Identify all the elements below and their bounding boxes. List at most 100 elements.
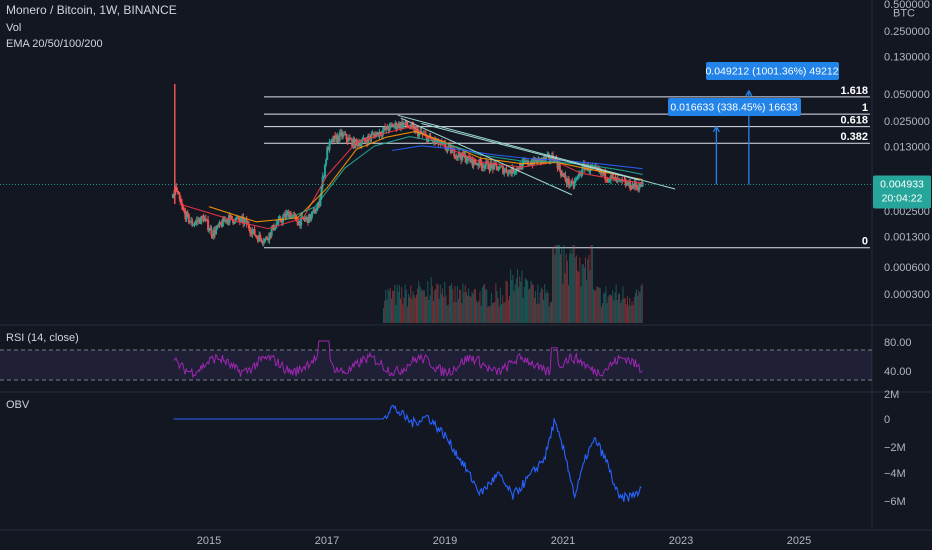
candle-body — [405, 121, 408, 126]
candle-body — [559, 170, 562, 176]
candle-body — [325, 159, 328, 165]
candle-body — [236, 217, 239, 219]
candle-body — [481, 166, 484, 168]
obv-legend[interactable]: OBV — [6, 399, 30, 411]
candle-body — [292, 214, 295, 216]
volume-bar — [390, 298, 392, 323]
candle-body — [454, 156, 457, 158]
candle-body — [359, 143, 362, 147]
candle-body — [382, 127, 385, 131]
candle-body — [458, 152, 461, 157]
volume-bar — [472, 293, 474, 323]
volume-bar — [396, 284, 398, 323]
volume-bar — [616, 300, 618, 323]
candle-body — [272, 225, 275, 230]
candle-body — [389, 124, 392, 126]
candle-body — [549, 159, 552, 161]
candle-body — [507, 170, 510, 175]
candle-body — [622, 180, 625, 182]
candle-body — [229, 215, 232, 217]
candle-body — [387, 129, 390, 131]
volume-bar — [454, 285, 456, 323]
volume-bar — [477, 302, 479, 323]
candle-body — [198, 219, 201, 222]
volume-bar — [383, 307, 385, 323]
candle-body — [420, 131, 423, 134]
volume-bar — [567, 284, 569, 323]
candle-body — [640, 182, 643, 187]
candle-body — [524, 161, 527, 163]
volume-bar — [561, 246, 563, 323]
candle-body — [607, 180, 610, 182]
candle-body — [539, 158, 542, 163]
candle-body — [348, 138, 351, 140]
volume-bar — [404, 284, 406, 323]
candle-body — [338, 132, 341, 141]
volume-bar — [470, 296, 472, 323]
volume-bar — [460, 289, 462, 323]
volume-bar — [557, 245, 559, 323]
candle-body — [616, 177, 619, 180]
projection-label-box — [706, 62, 839, 80]
volume-bar — [398, 285, 400, 323]
candle-body — [477, 164, 480, 166]
fib-level-label: 1.618 — [840, 85, 868, 97]
candle-body — [512, 166, 515, 173]
arrow-head — [712, 125, 720, 133]
candle-body — [336, 135, 339, 142]
candle-body — [381, 130, 384, 136]
candle-body — [226, 218, 229, 222]
time-axis-label: 2017 — [315, 535, 339, 547]
volume-bar — [537, 284, 539, 323]
volume-bar — [426, 296, 428, 323]
volume-bar — [596, 286, 598, 323]
candle-body — [200, 216, 203, 224]
candle-body — [194, 221, 197, 224]
rsi-legend[interactable]: RSI (14, close) — [6, 332, 79, 344]
volume-bar — [430, 276, 432, 323]
volume-bar — [467, 295, 469, 323]
candle-body — [581, 165, 584, 174]
candle-body — [558, 164, 561, 171]
volume-bar — [556, 245, 558, 323]
rsi-tick-label: 40.00 — [884, 366, 912, 378]
trendline — [400, 117, 573, 196]
candle-body — [609, 175, 612, 181]
price-tick-label: 0.130000 — [884, 52, 930, 64]
candle-body — [300, 216, 303, 226]
volume-bar — [604, 292, 606, 323]
candle-body — [630, 188, 633, 190]
candle-body — [478, 159, 481, 166]
symbol-title[interactable]: Monero / Bitcoin, 1W, BINANCE — [6, 3, 177, 17]
price-tick-label: 0.250000 — [884, 26, 930, 38]
candle-body — [327, 147, 330, 151]
candle-body — [326, 147, 329, 160]
volume-bar — [422, 289, 424, 323]
price-tick-label: 0.025000 — [884, 116, 930, 128]
volume-bar — [578, 271, 580, 323]
volume-bar — [439, 284, 441, 323]
volume-bar — [481, 287, 483, 323]
volume-bar — [478, 300, 480, 323]
candle-body — [287, 211, 290, 218]
volume-bar — [393, 290, 395, 323]
candle-body — [371, 133, 374, 135]
trendline — [421, 123, 640, 181]
candle-body — [460, 156, 463, 161]
candle-body — [276, 223, 279, 225]
candle-body — [511, 166, 514, 175]
candle-body — [204, 218, 207, 220]
volume-bar — [641, 283, 643, 323]
volume-bar — [414, 297, 416, 323]
candle-body — [313, 209, 316, 214]
ema-legend[interactable]: EMA 20/50/100/200 — [6, 38, 103, 50]
volume-bar — [440, 293, 442, 323]
vol-legend[interactable]: Vol — [6, 22, 22, 34]
candle-body — [635, 186, 638, 188]
volume-bar — [507, 300, 509, 323]
volume-bar — [519, 276, 521, 323]
candle-body — [475, 164, 478, 166]
candle-body — [274, 228, 277, 230]
candle-body — [587, 164, 590, 171]
